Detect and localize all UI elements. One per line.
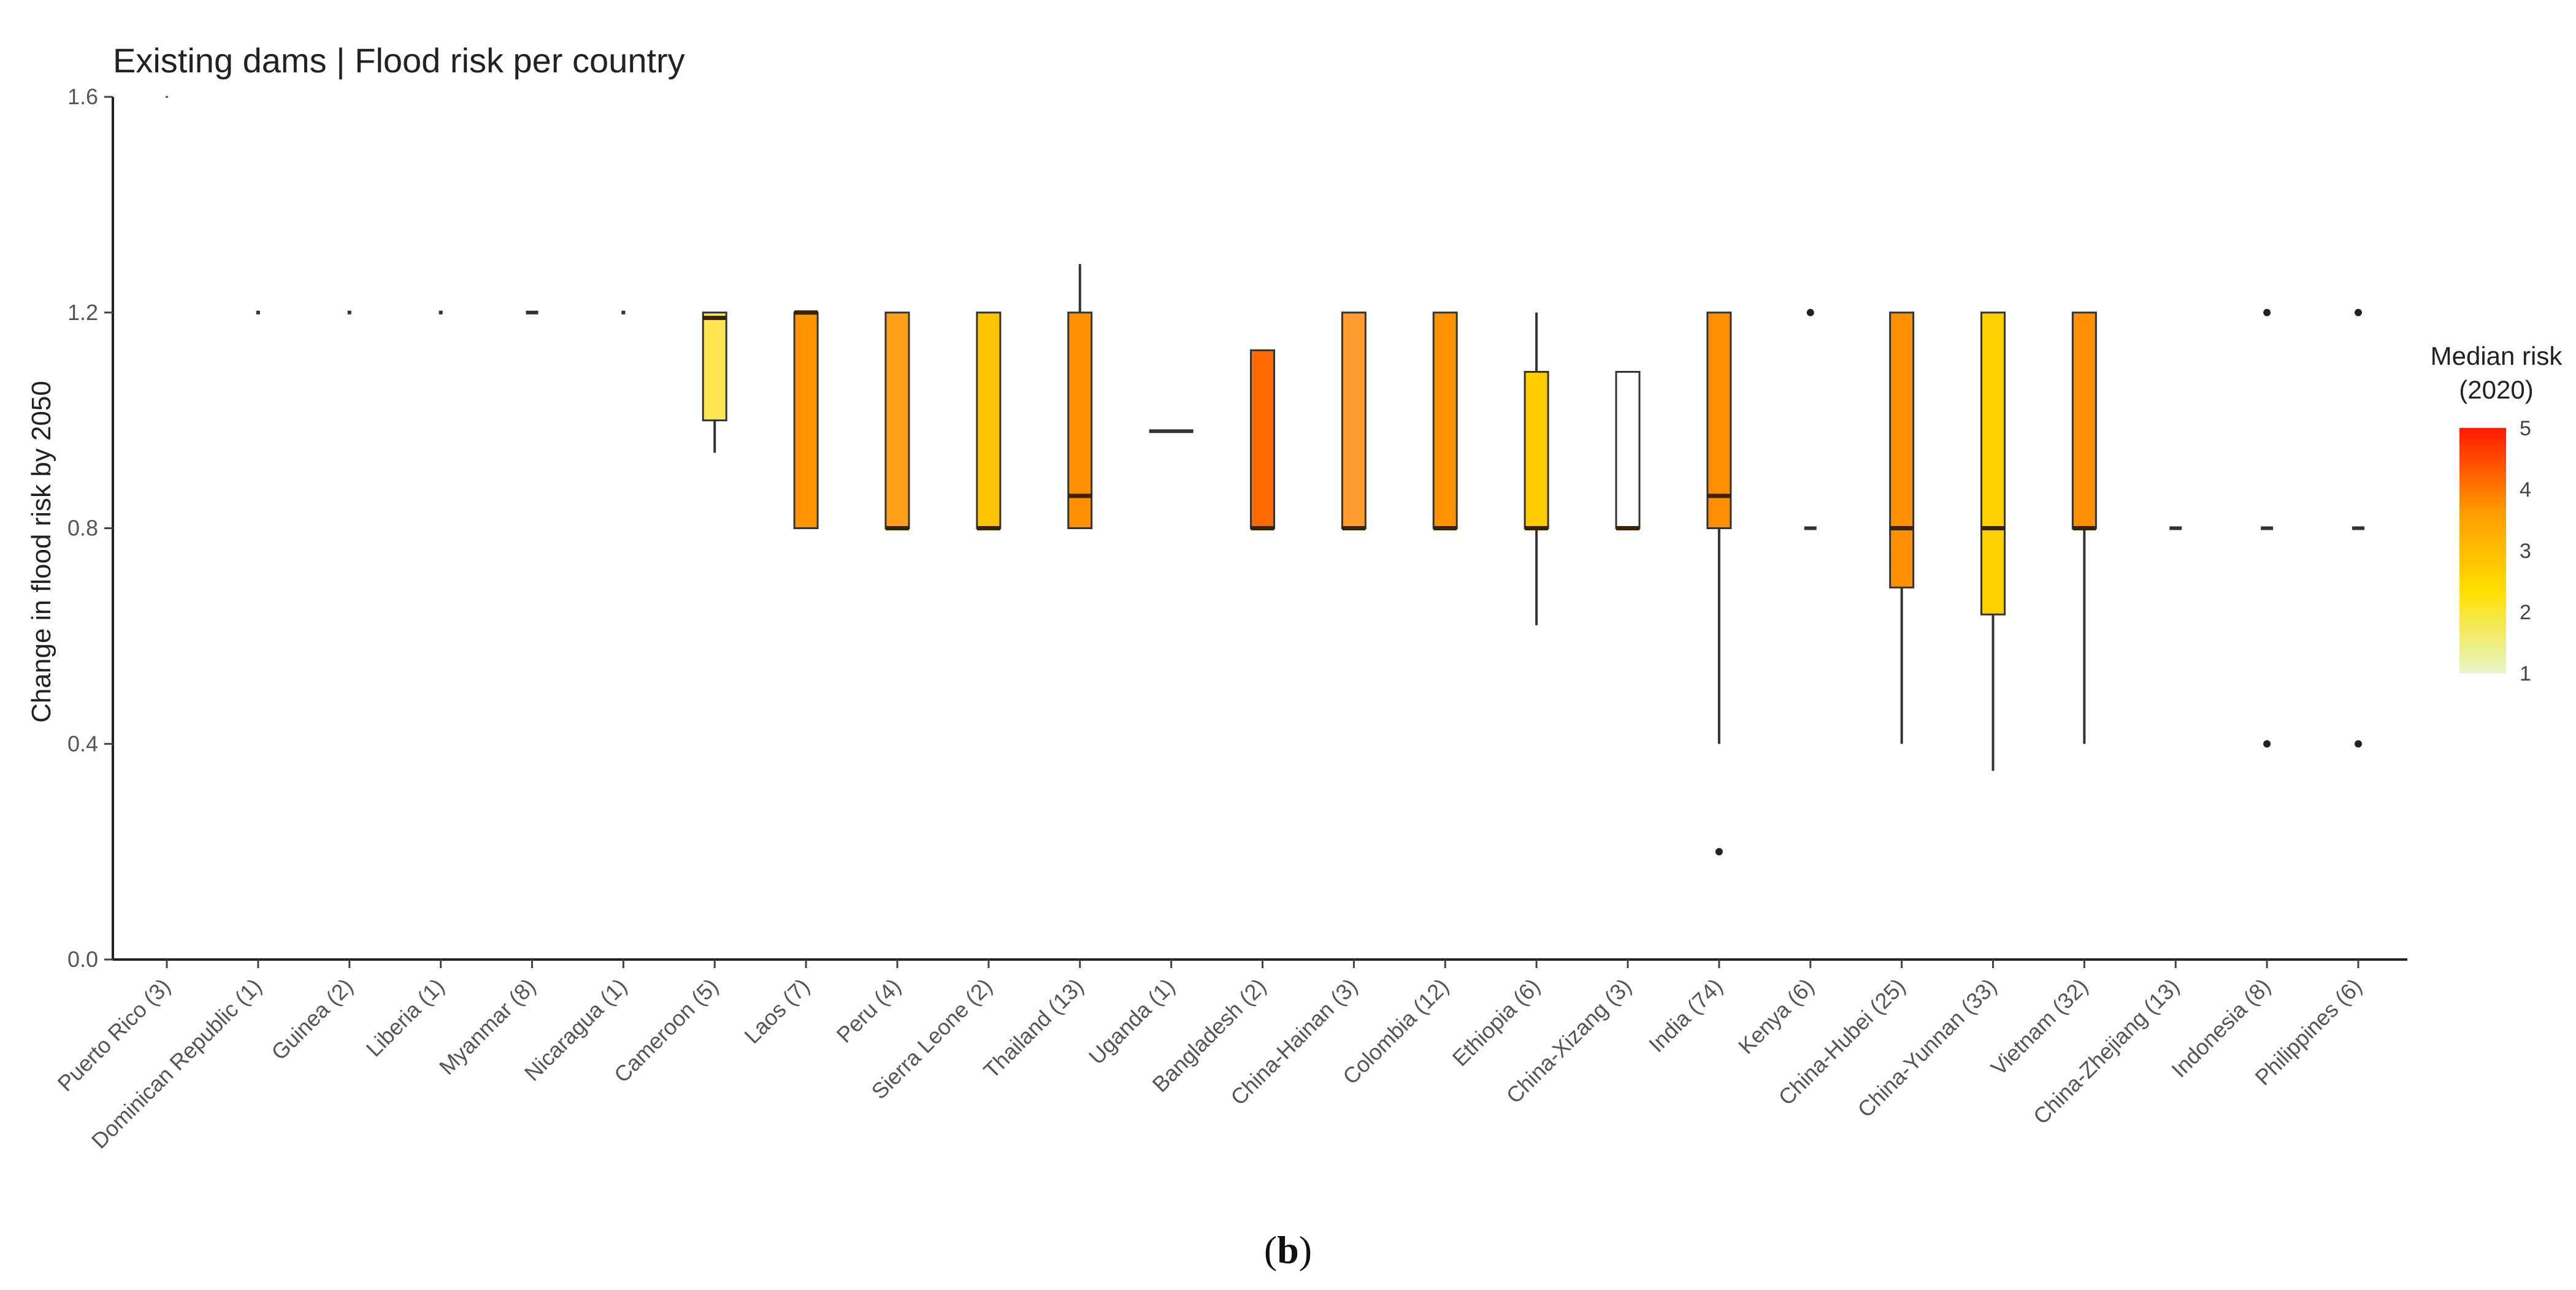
box-group (1615, 370, 1641, 530)
caption-open-paren: ( (1264, 1228, 1277, 1272)
box-group (1889, 311, 1915, 744)
legend-tick-label: 3 (2520, 540, 2531, 563)
chart-title: Existing dams | Flood risk per country (113, 41, 685, 80)
y-tick-label: 0.0 (67, 947, 98, 972)
y-tick-label: 1.6 (67, 84, 98, 109)
outlier-point (2263, 308, 2271, 316)
box (1250, 349, 1275, 530)
boxplot-series (166, 96, 2364, 856)
box-group (1067, 264, 1093, 529)
box-group (976, 311, 1002, 530)
box-group (1250, 349, 1275, 530)
color-legend: Median risk (2020) 1 2 3 4 5 (2431, 342, 2563, 685)
box-group (793, 310, 819, 529)
box-group (1706, 311, 1732, 856)
caption-letter: b (1277, 1228, 1299, 1272)
box (1889, 311, 1915, 589)
y-axis-label: Change in flood risk by 2050 (26, 381, 56, 723)
y-tick-label: 0.4 (67, 731, 98, 756)
legend-color-bar (2459, 428, 2506, 673)
box (1341, 311, 1367, 529)
box (1706, 311, 1732, 529)
box (884, 311, 910, 529)
box (702, 311, 727, 422)
outlier-point (2263, 740, 2271, 748)
box (2071, 311, 2097, 529)
box-group (2352, 308, 2364, 748)
outlier-point (1806, 308, 1814, 316)
box-group (702, 311, 727, 453)
y-tick-label: 1.2 (67, 300, 98, 325)
caption-close-paren: ) (1299, 1228, 1312, 1272)
box (1615, 370, 1641, 530)
outlier-point (2355, 740, 2362, 748)
x-axis (113, 958, 2407, 968)
box (1432, 311, 1458, 529)
box (976, 311, 1002, 529)
box (793, 311, 819, 529)
box (1980, 311, 2006, 616)
y-tick-label: 0.8 (67, 516, 98, 541)
box (1067, 311, 1093, 529)
legend-tick-label: 5 (2520, 417, 2531, 440)
legend-title-line1: Median risk (2431, 342, 2563, 370)
legend-tick-label: 1 (2520, 662, 2531, 685)
y-axis: 0.0 0.4 0.8 1.2 1.6 (67, 84, 114, 972)
outlier-point (1715, 848, 1723, 856)
figure-caption: (b) (1264, 1228, 1312, 1272)
box-group (1524, 312, 1549, 625)
box-group (1804, 308, 1817, 530)
box-group (1980, 311, 2006, 771)
box-group (1432, 311, 1458, 530)
box-group (1341, 311, 1367, 530)
box-group (884, 311, 910, 530)
box-group (2261, 308, 2274, 748)
legend-tick-label: 2 (2520, 601, 2531, 624)
box (1524, 370, 1549, 530)
box-group (2071, 311, 2097, 744)
outlier-point (2355, 308, 2362, 316)
legend-title-line2: (2020) (2459, 375, 2533, 404)
legend-tick-label: 4 (2520, 478, 2531, 502)
legend-ticks: 1 2 3 4 5 (2506, 417, 2531, 685)
